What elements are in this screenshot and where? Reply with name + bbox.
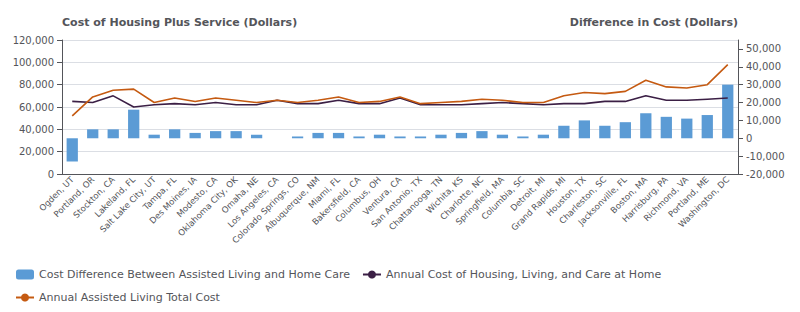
svg-text:Richmond, VA: Richmond, VA [641, 174, 691, 224]
svg-text:40,000: 40,000 [746, 61, 781, 72]
svg-text:Wichita, KS: Wichita, KS [424, 174, 465, 216]
svg-text:20,000: 20,000 [746, 97, 781, 108]
svg-text:40,000: 40,000 [19, 124, 54, 135]
svg-text:Columbus, OH: Columbus, OH [333, 174, 384, 225]
svg-text:Ventura, CA: Ventura, CA [360, 174, 404, 218]
svg-text:Omaha, NE: Omaha, NE [219, 174, 261, 216]
svg-text:Chattanooga, TN: Chattanooga, TN [386, 174, 445, 233]
svg-text:60,000: 60,000 [19, 102, 54, 113]
svg-text:Miami, FL: Miami, FL [306, 174, 343, 211]
svg-text:Annual Assisted Living Total C: Annual Assisted Living Total Cost [39, 291, 221, 304]
svg-text:Tampa, FL: Tampa, FL [140, 174, 179, 212]
svg-text:30,000: 30,000 [746, 79, 781, 90]
svg-text:Salt Lake City, UT: Salt Lake City, UT [97, 174, 158, 235]
svg-text:Albuquerque, NM: Albuquerque, NM [262, 174, 322, 234]
svg-text:100,000: 100,000 [13, 57, 54, 68]
svg-text:10,000: 10,000 [746, 115, 781, 126]
svg-text:Springfield, MA: Springfield, MA [453, 174, 506, 227]
svg-text:Portland, ME: Portland, ME [666, 174, 711, 220]
svg-text:Washington, DC: Washington, DC [676, 174, 731, 229]
svg-text:Lakeland, FL: Lakeland, FL [92, 174, 138, 220]
svg-text:Modesto, CA: Modesto, CA [174, 174, 220, 220]
svg-text:Difference in Cost (Dollars): Difference in Cost (Dollars) [570, 16, 738, 29]
svg-text:Stockton, CA: Stockton, CA [71, 174, 117, 221]
svg-text:0: 0 [48, 169, 54, 180]
svg-text:Boston, MA: Boston, MA [608, 174, 650, 216]
svg-text:Charleston, SC: Charleston, SC [557, 174, 609, 226]
svg-text:Oklahoma City, OK: Oklahoma City, OK [175, 174, 240, 239]
svg-text:Charlotte, NC: Charlotte, NC [438, 174, 486, 222]
svg-text:Annual Cost of Housing, Living: Annual Cost of Housing, Living, and Care… [386, 268, 662, 281]
svg-text:Colorado Springs, CO: Colorado Springs, CO [230, 174, 302, 246]
svg-text:Cost Difference Between Assist: Cost Difference Between Assisted Living … [39, 268, 350, 281]
svg-text:Cost of Housing Plus Service (: Cost of Housing Plus Service (Dollars) [62, 16, 297, 29]
svg-text:Jacksonville, FL: Jacksonville, FL [576, 174, 629, 228]
svg-text:Bakersfield, CA: Bakersfield, CA [310, 174, 363, 227]
svg-text:-10,000: -10,000 [746, 151, 785, 162]
svg-text:80,000: 80,000 [19, 79, 54, 90]
svg-text:Harrisburg, PA: Harrisburg, PA [620, 174, 670, 225]
svg-text:Grand Rapids, MI: Grand Rapids, MI [509, 174, 568, 233]
svg-text:20,000: 20,000 [19, 146, 54, 157]
svg-text:Los Angeles, CA: Los Angeles, CA [225, 174, 281, 230]
svg-text:Portland, OR: Portland, OR [51, 174, 97, 220]
svg-text:Columbia, SC: Columbia, SC [479, 174, 527, 222]
svg-text:Ogden, UT: Ogden, UT [37, 174, 76, 214]
svg-text:Detroit, MI: Detroit, MI [508, 174, 547, 213]
svg-text:-20,000: -20,000 [746, 169, 785, 180]
svg-text:0: 0 [746, 133, 752, 144]
svg-text:Des Moines, IA: Des Moines, IA [147, 174, 199, 226]
svg-text:Houston, TX: Houston, TX [544, 174, 588, 219]
svg-text:San Antonio, TX: San Antonio, TX [369, 174, 424, 230]
svg-text:120,000: 120,000 [13, 35, 54, 46]
svg-text:50,000: 50,000 [746, 43, 781, 54]
